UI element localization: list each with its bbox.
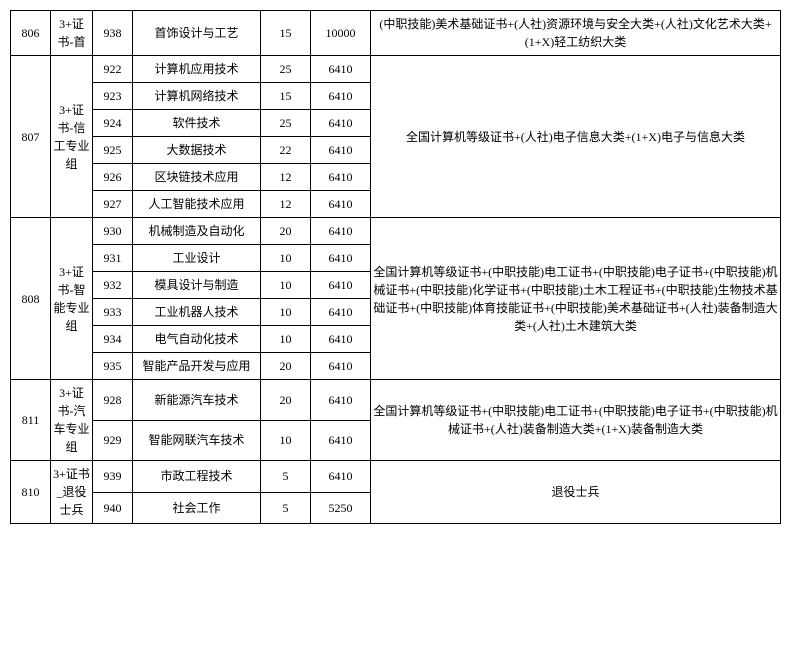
major-name: 智能产品开发与应用	[133, 353, 261, 380]
major-name: 模具设计与制造	[133, 272, 261, 299]
tuition: 6410	[311, 245, 371, 272]
major-name: 软件技术	[133, 110, 261, 137]
group-name: 3+证书_退役士兵	[51, 461, 93, 524]
major-name: 新能源汽车技术	[133, 380, 261, 421]
major-name: 区块链技术应用	[133, 164, 261, 191]
major-code: 929	[93, 420, 133, 461]
certificate-requirement: 全国计算机等级证书+(人社)电子信息大类+(1+X)电子与信息大类	[371, 56, 781, 218]
group-code: 810	[11, 461, 51, 524]
plan-count: 10	[261, 272, 311, 299]
plan-count: 15	[261, 83, 311, 110]
major-name: 智能网联汽车技术	[133, 420, 261, 461]
plan-count: 20	[261, 353, 311, 380]
major-code: 928	[93, 380, 133, 421]
group-name: 3+证书-汽车专业组	[51, 380, 93, 461]
tuition: 6410	[311, 326, 371, 353]
group-name: 3+证书-智能专业组	[51, 218, 93, 380]
plan-count: 10	[261, 326, 311, 353]
major-name: 工业机器人技术	[133, 299, 261, 326]
major-code: 939	[93, 461, 133, 493]
major-code: 925	[93, 137, 133, 164]
major-code: 940	[93, 492, 133, 524]
major-code: 934	[93, 326, 133, 353]
tuition: 10000	[311, 11, 371, 56]
major-name: 人工智能技术应用	[133, 191, 261, 218]
major-code: 922	[93, 56, 133, 83]
plan-count: 25	[261, 110, 311, 137]
major-name: 计算机网络技术	[133, 83, 261, 110]
table-row: 8063+证书-首938首饰设计与工艺1510000(中职技能)美术基础证书+(…	[11, 11, 781, 56]
major-name: 大数据技术	[133, 137, 261, 164]
plan-count: 25	[261, 56, 311, 83]
plan-count: 10	[261, 299, 311, 326]
major-code: 923	[93, 83, 133, 110]
tuition: 6410	[311, 83, 371, 110]
tuition: 5250	[311, 492, 371, 524]
group-code: 808	[11, 218, 51, 380]
admissions-table: 8063+证书-首938首饰设计与工艺1510000(中职技能)美术基础证书+(…	[10, 10, 781, 524]
major-code: 935	[93, 353, 133, 380]
group-name: 3+证书-首	[51, 11, 93, 56]
certificate-requirement: 全国计算机等级证书+(中职技能)电工证书+(中职技能)电子证书+(中职技能)机械…	[371, 218, 781, 380]
major-name: 社会工作	[133, 492, 261, 524]
tuition: 6410	[311, 137, 371, 164]
major-code: 930	[93, 218, 133, 245]
group-code: 807	[11, 56, 51, 218]
tuition: 6410	[311, 353, 371, 380]
group-code: 811	[11, 380, 51, 461]
tuition: 6410	[311, 56, 371, 83]
major-name: 首饰设计与工艺	[133, 11, 261, 56]
tuition: 6410	[311, 191, 371, 218]
tuition: 6410	[311, 272, 371, 299]
tuition: 6410	[311, 299, 371, 326]
tuition: 6410	[311, 110, 371, 137]
plan-count: 15	[261, 11, 311, 56]
certificate-requirement: (中职技能)美术基础证书+(人社)资源环境与安全大类+(人社)文化艺术大类+(1…	[371, 11, 781, 56]
certificate-requirement: 全国计算机等级证书+(中职技能)电工证书+(中职技能)电子证书+(中职技能)机械…	[371, 380, 781, 461]
plan-count: 5	[261, 492, 311, 524]
table-row: 8083+证书-智能专业组930机械制造及自动化206410全国计算机等级证书+…	[11, 218, 781, 245]
major-code: 924	[93, 110, 133, 137]
table-row: 8103+证书_退役士兵939市政工程技术56410退役士兵	[11, 461, 781, 493]
major-code: 931	[93, 245, 133, 272]
tuition: 6410	[311, 164, 371, 191]
major-code: 932	[93, 272, 133, 299]
table-row: 8113+证书-汽车专业组928新能源汽车技术206410全国计算机等级证书+(…	[11, 380, 781, 421]
major-code: 933	[93, 299, 133, 326]
table-row: 8073+证书-信工专业组922计算机应用技术256410全国计算机等级证书+(…	[11, 56, 781, 83]
plan-count: 10	[261, 245, 311, 272]
tuition: 6410	[311, 218, 371, 245]
major-name: 电气自动化技术	[133, 326, 261, 353]
plan-count: 22	[261, 137, 311, 164]
plan-count: 20	[261, 380, 311, 421]
major-name: 市政工程技术	[133, 461, 261, 493]
tuition: 6410	[311, 420, 371, 461]
tuition: 6410	[311, 461, 371, 493]
major-code: 927	[93, 191, 133, 218]
group-name: 3+证书-信工专业组	[51, 56, 93, 218]
plan-count: 12	[261, 164, 311, 191]
major-name: 机械制造及自动化	[133, 218, 261, 245]
group-code: 806	[11, 11, 51, 56]
certificate-requirement: 退役士兵	[371, 461, 781, 524]
major-code: 938	[93, 11, 133, 56]
plan-count: 20	[261, 218, 311, 245]
plan-count: 5	[261, 461, 311, 493]
major-name: 工业设计	[133, 245, 261, 272]
plan-count: 12	[261, 191, 311, 218]
tuition: 6410	[311, 380, 371, 421]
major-name: 计算机应用技术	[133, 56, 261, 83]
major-code: 926	[93, 164, 133, 191]
plan-count: 10	[261, 420, 311, 461]
